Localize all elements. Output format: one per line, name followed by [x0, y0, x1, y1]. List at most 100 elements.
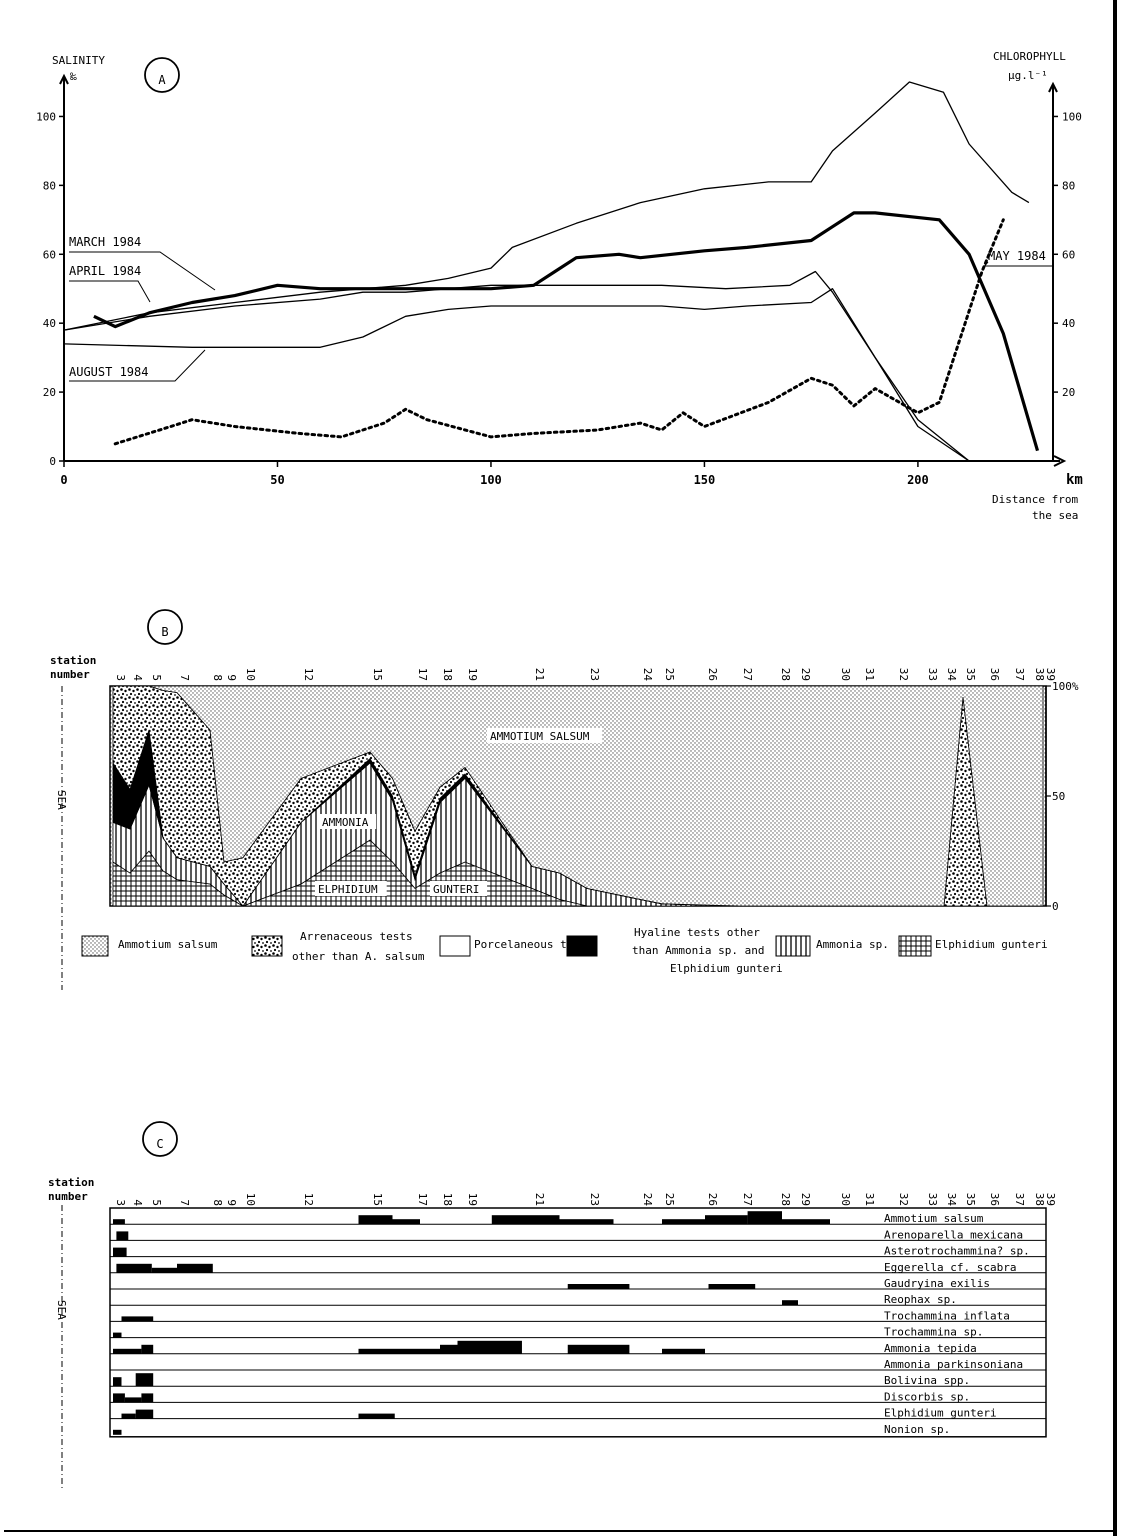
occurrence-bar — [141, 1344, 154, 1354]
legend-swatch-0 — [81, 935, 109, 957]
row-label: Elphidium gunteri — [884, 1407, 997, 1420]
series-line-2 — [63, 288, 970, 462]
row-label: Ammotium salsum — [884, 1212, 984, 1225]
sea-label: SEA — [55, 790, 68, 810]
occurrence-bar — [113, 1332, 122, 1338]
area-label-bg — [315, 881, 387, 896]
station-label: 18 — [441, 668, 454, 681]
x-tick-label: 0 — [60, 473, 67, 487]
series-line-3 — [93, 211, 1040, 452]
row-label: Trochammina inflata — [884, 1309, 1010, 1322]
area-label: AMMONIA — [322, 816, 369, 829]
legend-label-line: than Ammonia sp. and — [632, 944, 764, 957]
panel-a-label-ring — [144, 57, 180, 93]
station-label: 32 — [897, 668, 910, 681]
station-label: 8 — [211, 674, 224, 681]
series-label-2: AUGUST 1984 — [69, 365, 148, 379]
station-label: 28 — [779, 668, 792, 681]
series-label-3: MAY 1984 — [988, 249, 1046, 263]
y-tick-right-label: 20 — [1062, 386, 1075, 399]
station-label: 27 — [741, 668, 754, 681]
station-label: 36 — [988, 1193, 1001, 1206]
station-label: 39 — [1044, 1193, 1057, 1206]
station-label: 7 — [178, 674, 191, 681]
series-label-0: MARCH 1984 — [69, 235, 141, 249]
station-label: 15 — [371, 668, 384, 681]
station-label: 28 — [779, 1193, 792, 1206]
legend-label-line: Elphidium gunteri — [670, 962, 783, 975]
y-axis-right-title: CHLOROPHYLL — [993, 50, 1066, 63]
station-label: 35 — [964, 668, 977, 681]
series-leader-2 — [69, 349, 206, 382]
x-axis-title-line2: the sea — [1032, 509, 1078, 522]
y-tick-left-label: 80 — [43, 179, 56, 192]
legend-label-line: Ammotium salsum — [118, 938, 218, 951]
area-label-bg — [487, 728, 603, 743]
station-label: 29 — [799, 668, 812, 681]
occurrence-bar — [141, 1393, 154, 1403]
occurrence-bar — [113, 1393, 125, 1403]
legend-label-4: Ammonia sp. — [816, 938, 889, 951]
y-tick-label: 0 — [1052, 900, 1059, 913]
occurrence-bar — [124, 1397, 142, 1403]
y-tick-left-label: 60 — [43, 248, 56, 261]
series-leader-1 — [69, 280, 151, 303]
y-axis-left-title: SALINITY — [52, 54, 105, 67]
occurrence-bar — [358, 1348, 440, 1354]
station-label: 30 — [839, 668, 852, 681]
area-label-bg — [319, 814, 377, 829]
occurrence-bar — [567, 1284, 630, 1289]
station-label: 25 — [663, 1193, 676, 1206]
panel-a-label: A — [158, 73, 166, 87]
x-axis-title-line2: number — [50, 668, 90, 681]
station-label: 25 — [663, 668, 676, 681]
row-label: Gaudryina exilis — [884, 1277, 990, 1290]
occurrence-bar — [135, 1373, 154, 1387]
station-label: 38 — [1033, 668, 1046, 681]
panel-a: A SALINITY ‰ CHLOROPHYLL µg.l⁻¹ km Distance fr… — [36, 50, 1083, 522]
row-label: Bolivina spp. — [884, 1374, 970, 1387]
occurrence-bar — [358, 1215, 393, 1225]
row-label: Arenoparella mexicana — [884, 1228, 1023, 1241]
occurrence-bar — [116, 1263, 152, 1273]
station-label: 10 — [244, 668, 257, 681]
row-label: Eggerella cf. scabra — [884, 1261, 1016, 1274]
area-label-bg — [430, 881, 488, 896]
series-line-0 — [63, 81, 1030, 331]
occurrence-bar — [135, 1409, 154, 1419]
occurrence-bar — [358, 1413, 395, 1419]
occurrence-bar — [782, 1219, 806, 1225]
area-5 — [113, 685, 1044, 907]
occurrence-bar — [177, 1263, 213, 1273]
station-label: 27 — [741, 1193, 754, 1206]
sea-label: SEA — [55, 1300, 68, 1320]
x-tick-label: 100 — [480, 473, 502, 487]
station-label: 35 — [964, 1193, 977, 1206]
station-label: 24 — [641, 668, 654, 682]
occurrence-bar — [806, 1219, 830, 1225]
panel-b-label-ring — [147, 609, 183, 645]
occurrence-bar — [392, 1219, 420, 1225]
legend-label-1: Arrenaceous tests other than A. salsum — [292, 930, 425, 963]
panel-b-label: B — [161, 625, 168, 639]
occurrence-table — [109, 1207, 1047, 1438]
station-label: 36 — [988, 668, 1001, 681]
station-label: 4 — [131, 674, 144, 681]
station-label: 31 — [863, 668, 876, 681]
occurrence-bar — [559, 1219, 614, 1225]
station-label: 18 — [441, 1193, 454, 1206]
y-tick-label: 50 — [1052, 790, 1065, 803]
occurrence-bar — [116, 1231, 129, 1241]
legend-label-5: Elphidium gunteri — [935, 938, 1048, 951]
x-axis-title-line1: station — [48, 1176, 94, 1189]
row-label: Trochammina sp. — [884, 1326, 983, 1339]
legend-swatch-4 — [775, 935, 811, 957]
row-label: Ammonia parkinsoniana — [884, 1358, 1023, 1371]
occurrence-bar — [457, 1340, 522, 1354]
row-label: Ammonia tepida — [884, 1342, 977, 1355]
area-label: ELPHIDIUM — [318, 883, 378, 896]
occurrence-bar — [121, 1316, 154, 1322]
occurrence-bar — [113, 1348, 142, 1354]
x-axis-title: station number — [48, 1176, 94, 1203]
